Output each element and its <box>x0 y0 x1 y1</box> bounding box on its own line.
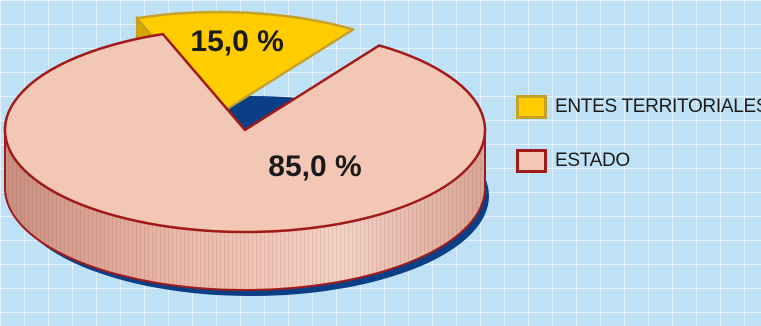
pie-slice-entes-territoriales <box>135 10 355 116</box>
legend-swatch-estado <box>516 149 547 173</box>
legend-label-estado: ESTADO <box>555 150 630 171</box>
pie-chart: 15,0 % 85,0 % <box>3 10 489 296</box>
legend-label-entes-territoriales: ENTES TERRITORIALES <box>555 96 761 117</box>
legend-item-entes-territoriales: ENTES TERRITORIALES <box>516 92 761 122</box>
pie-slice-estado <box>3 32 487 234</box>
legend: ENTES TERRITORIALES ESTADO <box>516 92 761 200</box>
legend-item-estado: ESTADO <box>516 146 761 176</box>
slice-label-entes-territoriales: 15,0 % <box>190 25 283 58</box>
legend-swatch-entes-territoriales <box>516 95 547 119</box>
slice-label-estado: 85,0 % <box>268 150 361 183</box>
pie-side-texture <box>5 130 485 290</box>
